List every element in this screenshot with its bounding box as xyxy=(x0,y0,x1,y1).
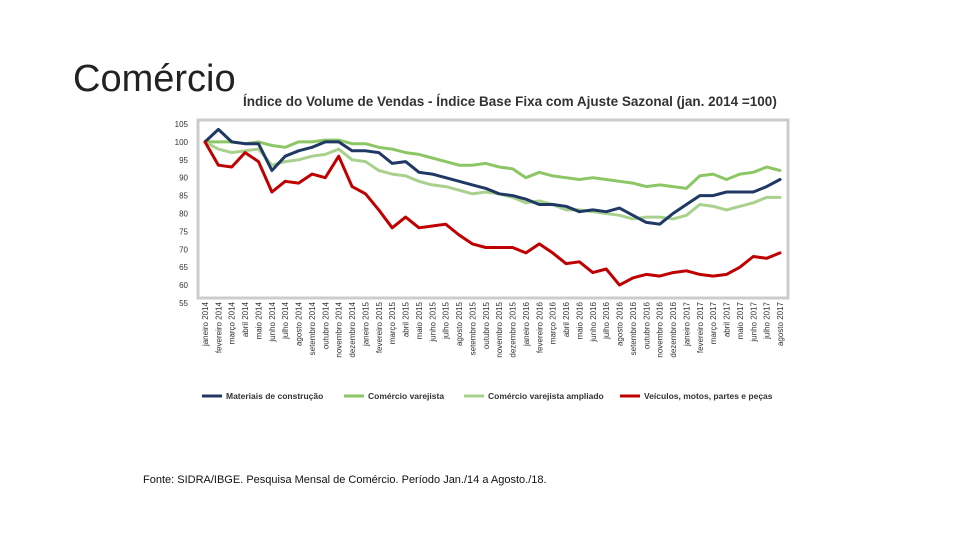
x-tick-label: maio 2016 xyxy=(575,301,584,339)
series-line-4 xyxy=(203,140,782,287)
x-tick-label: fevereiro 2014 xyxy=(214,301,223,353)
x-tick-label: novembro 2015 xyxy=(495,301,504,357)
line-chart: 55 60 65 70 75 80 85 90 95 100 105 janeiro 2014 fev… xyxy=(175,118,790,401)
legend-label: Veículos, motos, partes e peças xyxy=(644,391,773,401)
x-tick-label: março 2016 xyxy=(549,301,558,344)
y-tick-label: 70 xyxy=(179,245,188,254)
x-tick-label: setembro 2016 xyxy=(629,301,638,355)
series-lines xyxy=(203,127,782,287)
source-note: Fonte: SIDRA/IBGE. Pesquisa Mensal de Co… xyxy=(143,474,547,486)
x-tick-label: abril 2017 xyxy=(723,301,732,337)
x-tick-label: julho 2017 xyxy=(763,301,772,339)
x-tick-label: março 2015 xyxy=(388,301,397,344)
x-tick-label: dezembro 2015 xyxy=(509,301,518,357)
x-tick-label: abril 2014 xyxy=(241,301,250,337)
legend: Materiais de construção Comércio varejist… xyxy=(202,391,773,401)
y-tick-label: 105 xyxy=(175,120,189,129)
x-tick-label: dezembro 2014 xyxy=(348,301,357,357)
x-tick-label: novembro 2016 xyxy=(656,301,665,357)
y-tick-label: 80 xyxy=(179,210,188,219)
legend-item-3: Comércio varejista ampliado xyxy=(464,391,604,401)
legend-label: Materiais de construção xyxy=(226,391,323,401)
x-tick-label: setembro 2014 xyxy=(308,301,317,355)
legend-item-4: Veículos, motos, partes e peças xyxy=(620,391,773,401)
y-tick-label: 95 xyxy=(179,156,188,165)
legend-item-1: Materiais de construção xyxy=(202,391,323,401)
x-tick-label: janeiro 2017 xyxy=(682,301,691,347)
x-tick-label: maio 2017 xyxy=(736,301,745,339)
x-tick-label: fevereiro 2017 xyxy=(696,301,705,353)
x-tick-label: setembro 2015 xyxy=(468,301,477,355)
x-tick-label: outubro 2015 xyxy=(482,301,491,349)
x-tick-label: abril 2016 xyxy=(562,301,571,337)
x-tick-label: novembro 2014 xyxy=(335,301,344,357)
x-tick-label: junho 2016 xyxy=(589,301,598,342)
series-line-3 xyxy=(203,140,782,221)
x-tick-label: janeiro 2014 xyxy=(201,301,210,347)
y-tick-label: 90 xyxy=(179,174,188,183)
y-tick-label: 55 xyxy=(179,299,188,308)
x-tick-label: junho 2017 xyxy=(749,301,758,342)
y-tick-label: 75 xyxy=(179,227,188,236)
legend-item-2: Comércio varejista xyxy=(344,391,444,401)
x-tick-label: julho 2014 xyxy=(281,301,290,339)
y-axis-ticks: 55 60 65 70 75 80 85 90 95 100 105 xyxy=(175,120,189,308)
x-tick-label: março 2017 xyxy=(709,301,718,344)
plot-area xyxy=(196,118,790,300)
x-tick-label: maio 2014 xyxy=(254,301,263,339)
x-tick-label: fevereiro 2016 xyxy=(535,301,544,353)
x-tick-label: junho 2014 xyxy=(268,301,277,342)
legend-label: Comércio varejista xyxy=(368,391,444,401)
chart-title: Índice do Volume de Vendas - Índice Base… xyxy=(243,94,777,109)
y-tick-label: 100 xyxy=(175,138,189,147)
x-tick-label: julho 2015 xyxy=(442,301,451,339)
x-tick-label: agosto 2016 xyxy=(616,301,625,346)
x-tick-label: agosto 2014 xyxy=(295,301,304,346)
x-tick-label: fevereiro 2015 xyxy=(375,301,384,353)
slide-title: Comércio xyxy=(73,58,236,100)
x-tick-label: outubro 2016 xyxy=(642,301,651,349)
x-tick-label: junho 2015 xyxy=(428,301,437,342)
x-tick-label: maio 2015 xyxy=(415,301,424,339)
x-tick-label: agosto 2015 xyxy=(455,301,464,346)
legend-label: Comércio varejista ampliado xyxy=(488,391,604,401)
x-tick-label: abril 2015 xyxy=(402,301,411,337)
x-tick-label: dezembro 2016 xyxy=(669,301,678,357)
x-tick-label: outubro 2014 xyxy=(321,301,330,349)
x-tick-label: março 2014 xyxy=(228,301,237,344)
series-line-1 xyxy=(203,127,782,226)
x-tick-label: julho 2016 xyxy=(602,301,611,339)
y-tick-label: 85 xyxy=(179,192,188,201)
y-tick-label: 65 xyxy=(179,263,188,272)
x-tick-label: agosto 2017 xyxy=(776,301,785,346)
y-tick-label: 60 xyxy=(179,281,188,290)
x-tick-label: janeiro 2016 xyxy=(522,301,531,347)
x-tick-label: janeiro 2015 xyxy=(361,301,370,347)
x-axis-ticks: janeiro 2014 fevereiro 2014 março 2014 abri… xyxy=(201,301,785,357)
series-line-2 xyxy=(203,138,782,190)
